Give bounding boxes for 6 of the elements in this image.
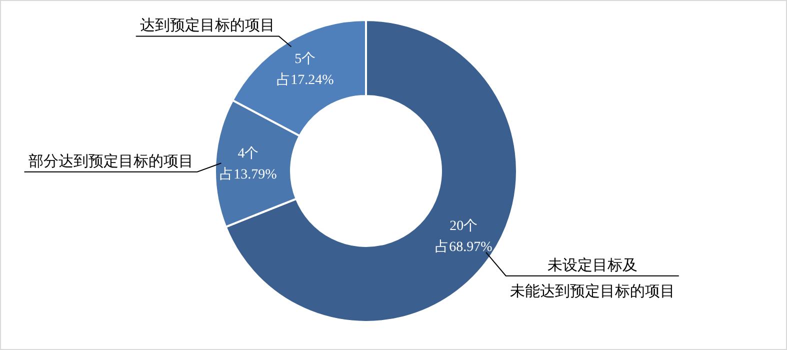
slice-label: 达到预定目标的项目 [140, 16, 275, 34]
data-label: 20个占68.97% [435, 218, 493, 256]
slice-label: 部分达到预定目标的项目 [28, 152, 194, 170]
data-label: 4个占13.79% [220, 146, 278, 183]
slice-label: 未设定目标及未能达到预定目标的项目 [510, 256, 675, 300]
data-label: 5个占17.24% [276, 51, 334, 88]
